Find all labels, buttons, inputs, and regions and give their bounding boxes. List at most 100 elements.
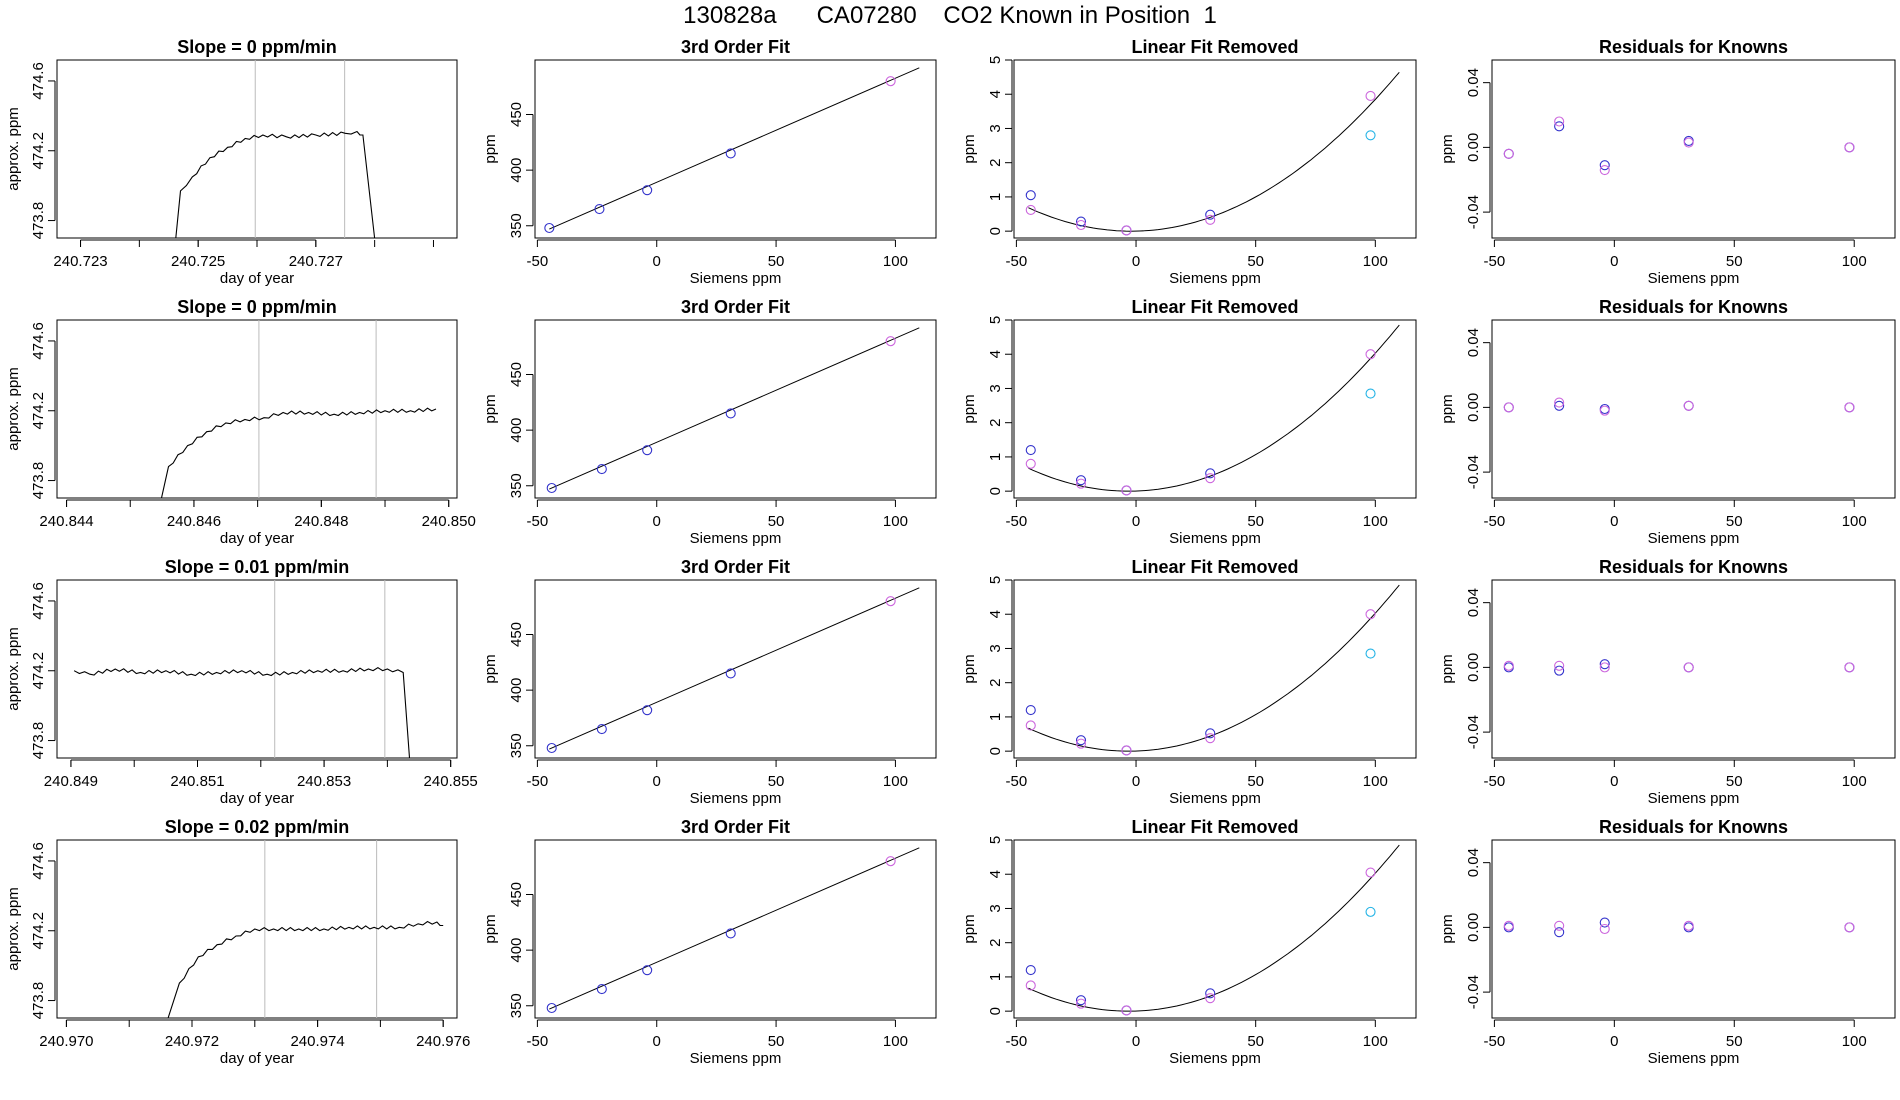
data-point-violet xyxy=(885,596,896,607)
data-point-blue xyxy=(546,1002,557,1014)
data-point-violet xyxy=(885,336,896,347)
y-axis-label: ppm xyxy=(961,914,978,943)
x-axis-label: Siemens ppm xyxy=(1648,270,1740,287)
x-tick-label: 0 xyxy=(653,253,661,270)
y-tick-label: 474.6 xyxy=(30,842,47,880)
data-point-violet xyxy=(1121,745,1132,756)
data-point-violet xyxy=(1683,662,1694,673)
y-tick-label: 450 xyxy=(508,622,525,647)
y-tick-label: 350 xyxy=(508,733,525,758)
data-point-violet xyxy=(1844,922,1855,933)
plot-frame xyxy=(1013,319,1417,499)
x-tick-label: -50 xyxy=(1006,1033,1028,1050)
plot-frame xyxy=(1491,319,1896,499)
x-tick-label: 0 xyxy=(1132,253,1140,270)
x-tick-label: 240.976 xyxy=(416,1033,470,1050)
plot-area xyxy=(1503,917,1855,938)
data-point-violet xyxy=(1365,609,1376,620)
y-tick-label: 5 xyxy=(987,836,1004,844)
data-point-blue xyxy=(544,222,555,234)
x-tick-label: 240.850 xyxy=(422,513,476,530)
plot-area xyxy=(546,847,920,1014)
fit-curve xyxy=(1028,71,1400,232)
data-point-violet xyxy=(1075,219,1087,231)
fit-line xyxy=(549,327,920,490)
panel-title: 3rd Order Fit xyxy=(681,557,790,577)
data-point-blue xyxy=(1075,735,1087,746)
data-point-violet xyxy=(1205,473,1216,484)
panel-1-4: Residuals for Knowns -50 0 50 100 Siemens ppm… xyxy=(1439,37,1896,287)
data-point-violet xyxy=(1554,660,1565,671)
data-point-blue xyxy=(596,984,607,995)
panel-4-4: Residuals for Knowns -50 0 50 100 Siemens ppm… xyxy=(1439,817,1896,1067)
concentration-trace xyxy=(160,407,437,498)
panel-3-3: Linear Fit Removed -50 0 50 100 Siemens ppm 0 1… xyxy=(961,557,1417,807)
x-axis-label: Siemens ppm xyxy=(1169,1050,1261,1067)
x-tick-label: 50 xyxy=(1247,253,1264,270)
y-tick-label: 3 xyxy=(987,124,1004,132)
panel-1-2: 3rd Order Fit -50 0 50 100 Siemens ppm 350 400 4… xyxy=(482,37,937,287)
data-point-blue xyxy=(1554,121,1565,132)
y-tick-label: -0.04 xyxy=(1465,975,1482,1009)
x-tick-label: -50 xyxy=(1006,253,1028,270)
plot-area xyxy=(167,840,444,1018)
x-tick-label: 0 xyxy=(653,513,661,530)
data-point-blue xyxy=(1075,475,1087,486)
y-axis-label: approx. ppm xyxy=(5,367,22,450)
x-tick-label: 50 xyxy=(1726,513,1743,530)
data-point-blue xyxy=(596,724,607,735)
plot-frame xyxy=(1491,839,1896,1019)
data-point-violet xyxy=(1599,662,1610,673)
x-tick-label: 100 xyxy=(883,1033,908,1050)
data-point-violet xyxy=(1599,164,1610,176)
data-point-violet xyxy=(1503,660,1514,671)
page-title: 130828a CA07280 CO2 Known in Position 1 xyxy=(683,2,1217,29)
concentration-trace xyxy=(167,920,444,1018)
plot-area xyxy=(1025,324,1400,496)
y-tick-label: -0.04 xyxy=(1465,195,1482,229)
data-point-blue xyxy=(1075,995,1087,1006)
x-tick-label: 50 xyxy=(768,253,785,270)
y-tick-label: 450 xyxy=(508,362,525,387)
data-point-blue xyxy=(546,482,557,494)
y-tick-label: 473.8 xyxy=(30,462,47,500)
y-tick-label: 3 xyxy=(987,644,1004,652)
x-tick-label: 100 xyxy=(883,253,908,270)
x-tick-label: -50 xyxy=(527,1033,549,1050)
panel-title: Linear Fit Removed xyxy=(1131,37,1298,57)
y-tick-label: 2 xyxy=(987,419,1004,427)
y-tick-label: 1 xyxy=(987,713,1004,721)
x-tick-label: 100 xyxy=(1842,1033,1867,1050)
x-tick-label: 50 xyxy=(768,773,785,790)
data-point-blue xyxy=(1075,216,1087,227)
x-axis-label: Siemens ppm xyxy=(1169,530,1261,547)
data-point-violet xyxy=(1683,400,1694,411)
y-axis-label: ppm xyxy=(482,134,499,163)
x-tick-label: 50 xyxy=(1247,513,1264,530)
plot-area xyxy=(1503,116,1855,176)
data-point-blue xyxy=(1554,665,1565,676)
data-point-violet xyxy=(1205,733,1216,744)
data-point-blue xyxy=(1025,445,1036,456)
panel-2-3: Linear Fit Removed -50 0 50 100 Siemens ppm 0 1… xyxy=(961,297,1417,547)
y-tick-label: 4 xyxy=(987,350,1004,358)
y-tick-label: 474.2 xyxy=(30,392,47,430)
panel-1-1: Slope = 0 ppm/min 240.723 240.725 240.727da… xyxy=(5,37,458,287)
data-point-blue xyxy=(596,464,607,475)
x-tick-label: -50 xyxy=(527,253,549,270)
x-tick-label: -50 xyxy=(1484,513,1506,530)
data-point-blue xyxy=(642,445,653,456)
x-axis-label: Siemens ppm xyxy=(690,270,782,287)
x-axis-label: Siemens ppm xyxy=(690,530,782,547)
x-tick-label: 50 xyxy=(1247,1033,1264,1050)
y-tick-label: 0.00 xyxy=(1465,393,1482,422)
plot-frame xyxy=(1491,579,1896,759)
x-tick-label: 0 xyxy=(653,1033,661,1050)
panel-title: Residuals for Knowns xyxy=(1599,817,1788,837)
x-tick-label: 100 xyxy=(1842,773,1867,790)
y-tick-label: 400 xyxy=(508,418,525,443)
y-axis-label: approx. ppm xyxy=(5,107,22,190)
data-point-blue xyxy=(1205,988,1216,999)
plot-frame xyxy=(534,579,937,759)
